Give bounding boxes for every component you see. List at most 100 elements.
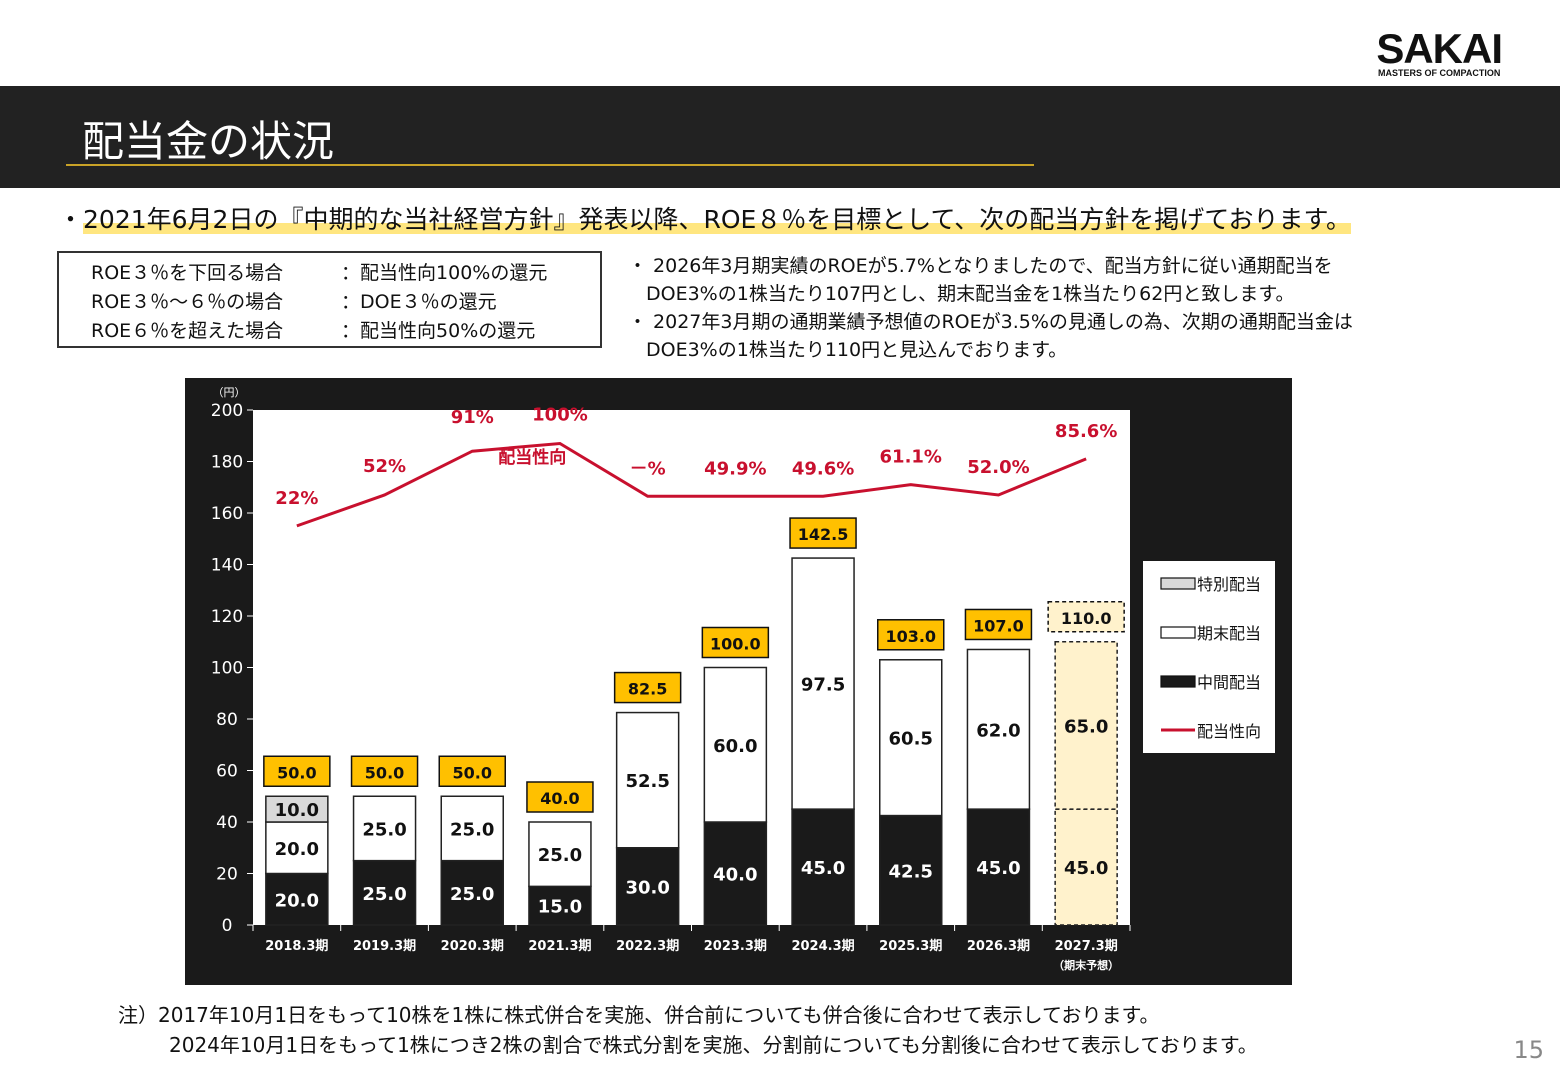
bar-segment-end [966,648,1031,810]
bar-segment-end [703,666,768,823]
x-tick-label: 2018.3期 [265,939,328,954]
total-badge [1047,601,1125,633]
bar-segment-mid [440,859,504,926]
total-label: 50.0 [277,763,316,782]
segment-label: 10.0 [275,800,319,821]
y-tick-label: 20 [216,865,238,885]
total-badge [701,626,770,659]
footnote-line-1: 2017年10月1日をもって10株を1株に株式併合を実施、併合前についても併合後… [158,1003,1160,1027]
policy-row: ROE３％を下回る場合 ：配当性向100%の還元 [91,259,600,288]
payout-ratio-label: 49.9% [704,458,766,479]
bar-segment-end [615,711,680,849]
bar-segment-end [440,795,504,862]
bar-segment-mid [1054,808,1118,926]
total-label: 40.0 [540,789,579,808]
payout-ratio-label: 52.0% [967,457,1029,478]
total-label: 100.0 [710,635,761,654]
x-tick-label: 2023.3期 [704,939,767,954]
total-label: 107.0 [973,616,1024,635]
payout-ratio-line [296,441,1087,528]
payout-ratio-series-label: 配当性向 [498,447,566,468]
logo-wordmark: SAKAI [1376,25,1503,72]
payout-ratio-label: 52% [363,456,406,477]
payout-ratio-label: 22% [275,488,318,509]
total-label: 50.0 [365,763,404,782]
segment-label: 65.0 [1064,716,1108,737]
dividend-chart: （円） 0 20 40 60 80 100 120 140 160 180 200 20.0 20.0 10… [185,378,1292,985]
segment-label: 25.0 [538,845,582,866]
bar-segment-mid [879,814,943,926]
page-title: 配当金の状況 [82,117,335,166]
title-underline [66,164,1034,166]
segment-label: 30.0 [625,877,669,898]
chart-svg: （円） 0 20 40 60 80 100 120 140 160 180 200 20.0 20.0 10… [211,386,1275,972]
headline: ・2021年6月2日の『中期的な当社経営方針』発表以降、ROE８％を目標として、… [58,200,1352,236]
headline-bullet: ・ [58,205,84,234]
title-bar [0,86,1560,188]
y-tick-label: 180 [211,453,243,473]
segment-label: 45.0 [1064,858,1108,879]
segment-label: 25.0 [362,819,406,840]
policy-row: ROE６％を超えた場合 ：配当性向50%の還元 [91,317,600,346]
bar-segment-end [879,659,943,817]
legend-swatch [1160,675,1196,688]
headline-text: 2021年6月2日の『中期的な当社経営方針』発表以降、ROE８％を目標として、次… [83,205,1352,234]
y-tick-label: 40 [216,813,238,833]
legend-swatch [1160,577,1196,590]
sakai-logo: SAKAI MASTERS OF COMPACTION [1376,25,1503,79]
bar-segment-end [528,821,592,888]
total-badge [438,755,506,787]
logo-tagline: MASTERS OF COMPACTION [1377,68,1501,78]
bar-segment-end [265,821,329,875]
footnote: 注）2017年10月1日をもって10株を1株に株式併合を実施、併合前についても併… [118,1000,1258,1060]
policy-condition: ROE３％～６％の場合 [91,291,284,313]
policy-condition: ROE６％を超えた場合 [91,320,284,342]
policy-separator: ： [341,291,361,313]
dividend-notes: ・ 2026年3月期実績のROEが5.7%となりましたので、配当方針に従い通期配… [628,252,1353,364]
segment-label: 20.0 [275,890,319,911]
bar-segment-mid [703,821,768,926]
policy-condition: ROE３％を下回る場合 [91,262,284,284]
x-tick-label: 2022.3期 [616,939,679,954]
payout-ratio-label: 49.6% [792,458,854,479]
segment-label: 97.5 [801,675,845,696]
total-label: 110.0 [1061,609,1112,628]
total-badge [964,608,1033,641]
policy-separator: ： [341,262,361,284]
policy-action: DOE３％の還元 [360,291,497,313]
x-tick-label: 2025.3期 [879,939,942,954]
y-tick-label: 100 [211,659,243,679]
total-badge [789,517,857,549]
y-unit-label: （円） [213,386,246,399]
policy-action: 配当性向50%の還元 [360,320,536,342]
total-label: 82.5 [628,680,667,699]
x-tick-label: 2019.3期 [353,939,416,954]
bar-segment-mid [791,808,855,926]
segment-label: 40.0 [713,865,757,886]
policy-separator: ： [341,320,361,342]
payout-ratio-label: 61.1% [880,447,942,468]
legend-box [1143,561,1275,753]
total-badge [613,671,682,704]
payout-ratio-label: 100% [532,404,588,425]
y-tick-label: 120 [211,607,243,627]
bar-segment-mid [528,885,592,926]
bar-segment-end [352,795,417,862]
x-tick-label: 2020.3期 [441,939,504,954]
note-line: DOE3%の1株当たり110円と見込んでおります。 [646,339,1068,361]
total-badge [350,755,419,787]
footnote-prefix: 注） [118,1003,158,1027]
x-tick-label: 2027.3期 [1055,939,1118,954]
x-tick-label: 2021.3期 [528,939,591,954]
segment-label: 25.0 [450,819,494,840]
segment-label: 42.5 [889,861,933,882]
legend-label: 期末配当 [1197,624,1261,643]
y-tick-label: 0 [222,916,233,936]
payout-ratio-label: 91% [451,407,494,428]
total-badge [526,781,594,813]
bar-segment-mid [615,847,680,926]
total-label: 103.0 [885,627,936,646]
segment-label: 60.0 [713,736,757,757]
segment-label: 62.0 [976,720,1020,741]
bar-segment-mid [352,859,417,926]
